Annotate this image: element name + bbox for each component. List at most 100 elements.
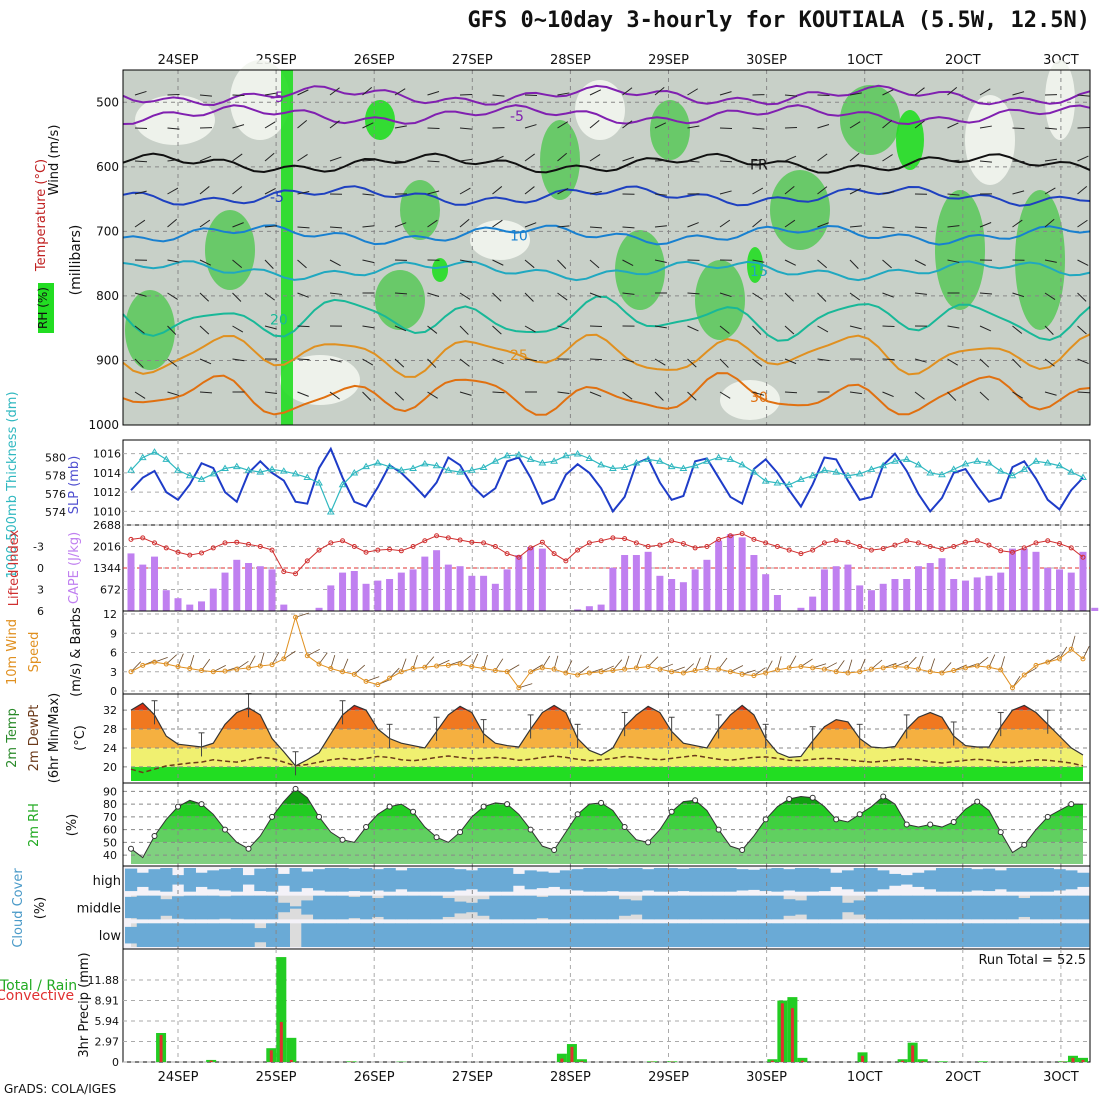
wind-barb — [557, 259, 567, 269]
thickness-point — [350, 469, 359, 476]
cloud-bar — [724, 895, 737, 920]
cape-bar — [609, 567, 617, 611]
wind-barb — [719, 190, 732, 195]
wind-barb — [849, 188, 861, 195]
wind-speed-point — [1045, 659, 1051, 665]
pressure-tick: 500 — [96, 95, 119, 109]
cloud-bar — [289, 906, 302, 909]
cloud-bar — [618, 868, 631, 892]
rh-point — [128, 845, 134, 852]
lifted-index-point — [1033, 540, 1039, 546]
wind-barb — [459, 259, 472, 263]
wind-barb — [817, 222, 829, 228]
cloud-bar — [912, 872, 925, 887]
barbs-axis-label: (m/s) & Barbs — [69, 607, 84, 697]
rh-area — [540, 120, 580, 200]
cloud-bar — [571, 869, 584, 891]
cloud-bar — [994, 870, 1007, 890]
cloud-bar — [712, 923, 725, 947]
thickness-point — [397, 466, 406, 473]
cloud-bar — [806, 895, 819, 920]
wind-barb — [979, 391, 990, 401]
wind-axis-label: Wind (m/s) — [47, 125, 62, 196]
lifted-index-point — [504, 551, 510, 557]
wind-barb — [167, 358, 178, 367]
wind-barb — [719, 391, 731, 399]
thickness-point — [902, 455, 911, 462]
cape-bar — [632, 555, 640, 611]
cloud-bar — [1006, 895, 1019, 920]
cloud-bar — [771, 895, 784, 920]
date-label-top: 24SEP — [158, 53, 199, 68]
cape-bar — [209, 588, 217, 611]
wind-speed-point — [434, 663, 440, 669]
rh-area — [575, 80, 625, 140]
cloud-bar — [371, 869, 385, 891]
wind-tick: 12 — [103, 608, 117, 621]
wind-barb — [394, 325, 407, 332]
precip-convective-bar — [570, 1046, 574, 1062]
date-label-top: 30SEP — [746, 53, 787, 68]
lifted-index-point — [375, 547, 381, 553]
wind-speed-point — [246, 665, 252, 671]
wind-speed-point — [657, 666, 663, 672]
precip-total-bar — [286, 1037, 297, 1062]
wind-speed-point — [692, 667, 698, 673]
wind-barb — [427, 391, 438, 399]
cape-bar — [1079, 551, 1087, 611]
wind-barb — [1077, 391, 1090, 394]
lifted-index-point — [774, 544, 780, 549]
wind-barb — [1044, 218, 1055, 228]
cloud-bar — [336, 923, 349, 947]
wind-speed-point — [457, 661, 463, 667]
rh-point — [856, 811, 863, 818]
rh-point — [809, 794, 816, 801]
precip-convective-bar — [800, 1060, 804, 1062]
wind-barb — [492, 391, 505, 394]
wind-barb — [557, 325, 570, 330]
lifted-index-point — [457, 537, 463, 543]
rh-point — [480, 803, 487, 810]
cloud-bar — [524, 895, 537, 920]
cloud-bar — [230, 923, 243, 947]
cape-bar — [1091, 607, 1099, 611]
rh-saturated-column — [281, 70, 293, 425]
rh-tick: 60 — [103, 824, 117, 837]
wind-barb — [849, 92, 862, 96]
date-label-top: 27SEP — [452, 53, 493, 68]
wind-speed-point — [551, 666, 557, 672]
cloud-bar — [125, 896, 138, 919]
thickness-point — [844, 471, 852, 479]
lifted-index-point — [798, 551, 804, 557]
wind-barb — [362, 325, 375, 329]
wind-speed-point — [175, 664, 181, 670]
rh-point — [433, 834, 440, 841]
wind-barb — [394, 358, 405, 368]
rh-legend-swatch — [38, 283, 54, 333]
cloud-bar — [512, 923, 526, 947]
wind-speed-point — [739, 671, 745, 677]
date-label-bottom: 25SEP — [256, 1070, 297, 1085]
thickness-point — [714, 453, 723, 461]
date-label-bottom: 27SEP — [452, 1070, 493, 1085]
wind-barb — [492, 186, 503, 195]
wind-barb — [524, 153, 535, 162]
wind-barb — [947, 86, 958, 96]
cape-bar — [997, 572, 1005, 611]
wind-barb — [817, 153, 828, 162]
footer-credit: GrADS: COLA/IGES — [4, 1082, 117, 1096]
wind-barb — [264, 292, 275, 301]
cloud-bar — [559, 870, 573, 890]
precip-total-bar — [977, 1061, 988, 1062]
wind-speed-point — [210, 669, 216, 675]
cloud-bar — [888, 895, 902, 920]
cloud-bar — [1041, 895, 1054, 920]
cloud-bar — [324, 895, 338, 920]
cloud-bar — [853, 868, 866, 892]
cloud-bar — [982, 895, 996, 920]
lifted-index-point — [727, 533, 733, 539]
cloud-bar — [853, 900, 866, 915]
wind-speed-point — [598, 669, 604, 675]
cloud-bar — [1029, 923, 1043, 947]
wind-barb — [557, 292, 568, 301]
